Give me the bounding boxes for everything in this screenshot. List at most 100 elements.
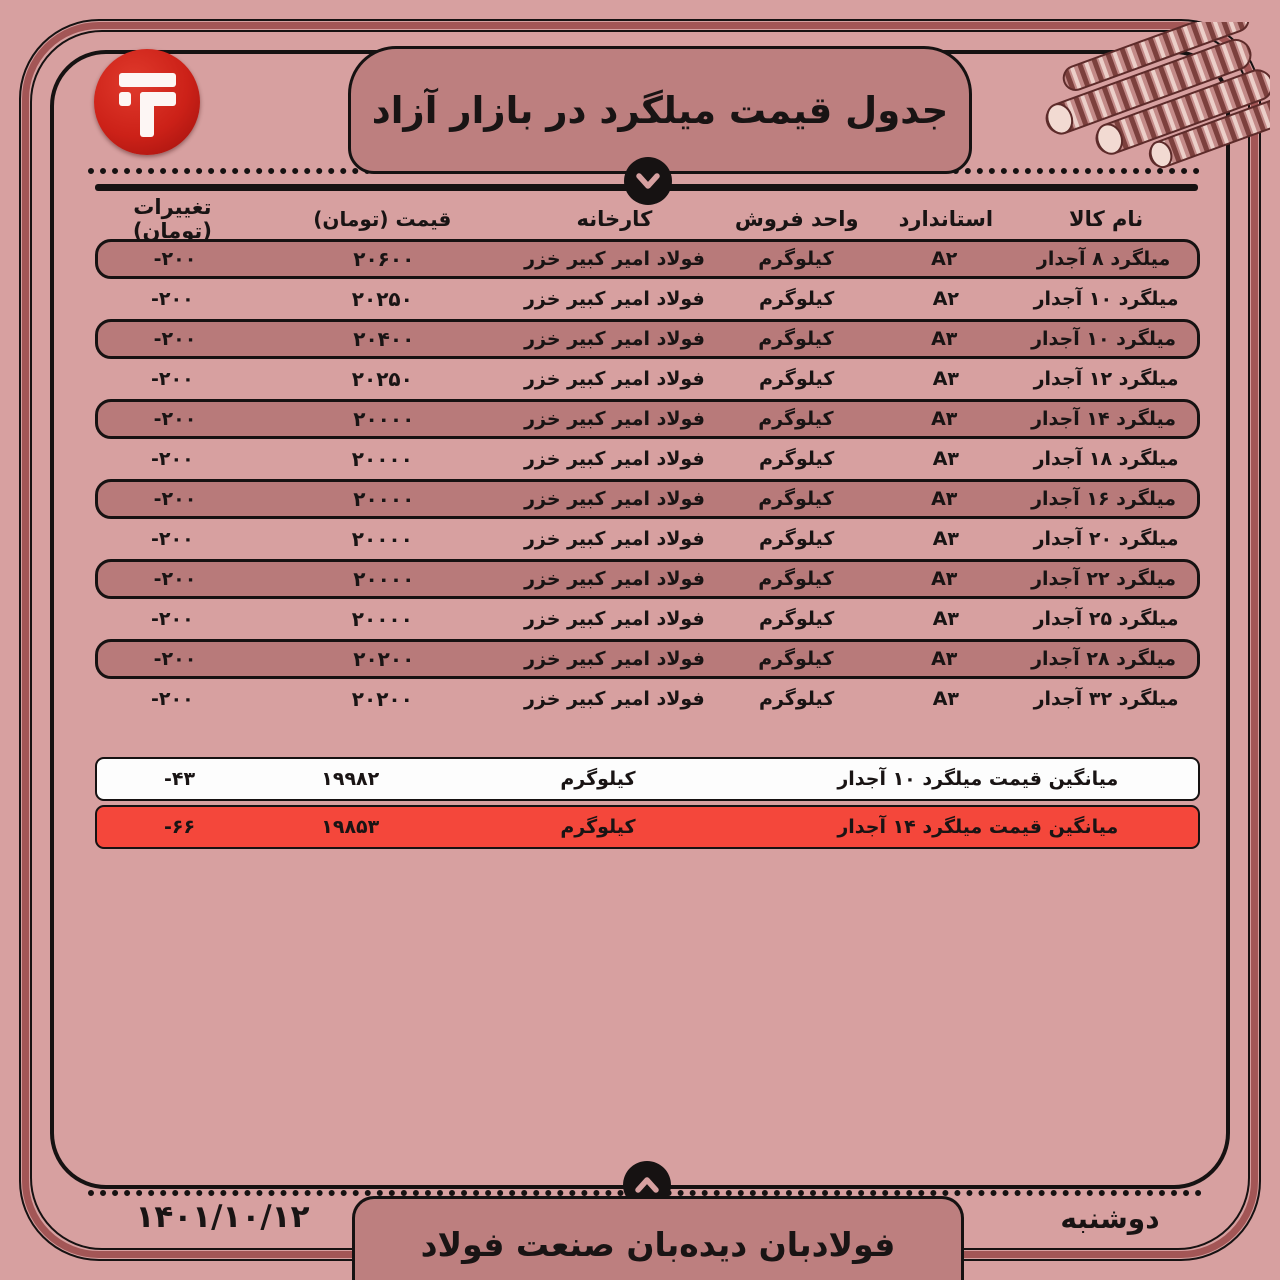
cell-name: میلگرد ۸ آجدار <box>1036 248 1171 270</box>
cell-factory: فولاد امیر کبیر خزر <box>523 448 705 470</box>
cell-name: میلگرد ۱۲ آجدار <box>1033 368 1179 390</box>
summary-cell-price: ۱۹۹۸۲ <box>321 768 380 790</box>
cell-change: -۲۰۰ <box>151 608 194 630</box>
cell-change: -۲۰۰ <box>151 448 194 470</box>
cell-price: ۲۰۰۰۰ <box>351 527 413 551</box>
summary-cell-unit: کیلوگرم <box>560 816 636 838</box>
cell-factory: فولاد امیر کبیر خزر <box>524 248 705 270</box>
cell-name: میلگرد ۱۶ آجدار <box>1031 488 1177 510</box>
cell-price: ۲۰۰۰۰ <box>353 487 415 511</box>
cell-name: میلگرد ۲۲ آجدار <box>1031 568 1177 590</box>
cell-factory: فولاد امیر کبیر خزر <box>524 328 705 350</box>
cell-name: میلگرد ۱۰ آجدار <box>1031 328 1177 350</box>
column-header: واحد فروش <box>734 207 859 231</box>
cell-factory: فولاد امیر کبیر خزر <box>524 568 705 590</box>
cell-unit: کیلوگرم <box>759 608 835 630</box>
cell-factory: فولاد امیر کبیر خزر <box>523 368 705 390</box>
summary-cell-unit: کیلوگرم <box>560 768 636 790</box>
column-header: قیمت (تومان) <box>313 207 452 231</box>
table-row: میلگرد ۳۲ آجدار A۳ کیلوگرم فولاد امیر کبیر … <box>95 679 1200 719</box>
table-row: میلگرد ۲۵ آجدار A۳ کیلوگرم فولاد امیر کبیر … <box>95 599 1200 639</box>
column-header: کارخانه <box>576 207 653 231</box>
cell-change: -۲۰۰ <box>151 288 194 310</box>
table-row: میلگرد ۱۶ آجدار A۳ کیلوگرم فولاد امیر کبیر … <box>95 479 1200 519</box>
table-row: میلگرد ۲۲ آجدار A۳ کیلوگرم فولاد امیر کبیر … <box>95 559 1200 599</box>
cell-change: -۲۰۰ <box>153 648 197 670</box>
table-row: میلگرد ۱۰ آجدار A۳ کیلوگرم فولاد امیر کبیر … <box>95 319 1200 359</box>
cell-unit: کیلوگرم <box>759 448 835 470</box>
cell-standard: A۳ <box>932 528 960 550</box>
footer-date: ۱۴۰۱/۱۰/۱۲ <box>135 1199 310 1235</box>
cell-name: میلگرد ۲۵ آجدار <box>1033 608 1179 630</box>
cell-change: -۲۰۰ <box>151 688 194 710</box>
cell-price: ۲۰۶۰۰ <box>353 247 415 271</box>
rebar-bars-icon <box>1040 6 1280 172</box>
cell-price: ۲۰۰۰۰ <box>351 607 413 631</box>
cell-price: ۲۰۲۰۰ <box>351 687 413 711</box>
cell-price: ۲۰۲۵۰ <box>351 287 413 311</box>
cell-standard: A۲ <box>932 288 960 310</box>
cell-price: ۲۰۲۵۰ <box>351 367 413 391</box>
table-header-row: نام کالا استاندارد واحد فروش کارخانه قیمت (ت… <box>95 195 1200 243</box>
cell-standard: A۳ <box>931 328 958 350</box>
cell-factory: فولاد امیر کبیر خزر <box>524 648 705 670</box>
cell-name: میلگرد ۲۰ آجدار <box>1033 528 1179 550</box>
cell-unit: کیلوگرم <box>759 528 835 550</box>
cell-price: ۲۰۰۰۰ <box>353 567 415 591</box>
cell-change: -۲۰۰ <box>153 488 197 510</box>
footer-brand-box: فولادبان دیده‌بان صنعت فولاد <box>352 1196 964 1280</box>
cell-standard: A۳ <box>931 408 958 430</box>
cell-standard: A۳ <box>931 648 958 670</box>
cell-unit: کیلوگرم <box>758 408 834 430</box>
cell-factory: فولاد امیر کبیر خزر <box>524 408 705 430</box>
cell-unit: کیلوگرم <box>758 568 834 590</box>
footer-brand: فولادبان دیده‌بان صنعت فولاد <box>420 1224 896 1264</box>
table-row: میلگرد ۸ آجدار A۲ کیلوگرم فولاد امیر کبیر خ… <box>95 239 1200 279</box>
cell-unit: کیلوگرم <box>758 488 834 510</box>
footer-weekday: دوشنبه <box>1060 1202 1160 1235</box>
cell-factory: فولاد امیر کبیر خزر <box>523 688 705 710</box>
cell-price: ۲۰۲۰۰ <box>353 647 415 671</box>
cell-unit: کیلوگرم <box>759 288 835 310</box>
cell-name: میلگرد ۱۸ آجدار <box>1033 448 1179 470</box>
table-row: میلگرد ۱۰ آجدار A۲ کیلوگرم فولاد امیر کبیر … <box>95 279 1200 319</box>
cell-change: -۲۰۰ <box>151 368 194 390</box>
cell-standard: A۳ <box>932 368 960 390</box>
cell-price: ۲۰۰۰۰ <box>351 447 413 471</box>
table-body: میلگرد ۸ آجدار A۲ کیلوگرم فولاد امیر کبیر خ… <box>95 239 1200 719</box>
cell-change: -۲۰۰ <box>151 528 194 550</box>
cell-unit: کیلوگرم <box>758 648 834 670</box>
cell-factory: فولاد امیر کبیر خزر <box>524 488 705 510</box>
cell-price: ۲۰۰۰۰ <box>353 407 415 431</box>
column-header: نام کالا <box>1068 207 1144 231</box>
cell-price: ۲۰۴۰۰ <box>353 327 415 351</box>
cell-unit: کیلوگرم <box>758 248 834 270</box>
table-row: میلگرد ۱۴ آجدار A۳ کیلوگرم فولاد امیر کبیر … <box>95 399 1200 439</box>
cell-name: میلگرد ۱۰ آجدار <box>1033 288 1179 310</box>
table-row: میلگرد ۱۲ آجدار A۳ کیلوگرم فولاد امیر کبیر … <box>95 359 1200 399</box>
cell-change: -۲۰۰ <box>153 568 197 590</box>
summary-row-red: میانگین قیمت میلگرد ۱۴ آجدار کیلوگرم ۱۹۸۵۳… <box>95 805 1200 849</box>
cell-unit: کیلوگرم <box>758 328 834 350</box>
cell-unit: کیلوگرم <box>759 368 835 390</box>
title-box: جدول قیمت میلگرد در بازار آزاد <box>348 46 972 174</box>
cell-name: میلگرد ۲۸ آجدار <box>1031 648 1177 670</box>
cell-standard: A۳ <box>932 608 960 630</box>
column-header: تغییرات (تومان) <box>132 195 212 243</box>
cell-factory: فولاد امیر کبیر خزر <box>523 288 705 310</box>
cell-name: میلگرد ۱۴ آجدار <box>1031 408 1177 430</box>
cell-standard: A۳ <box>931 488 958 510</box>
cell-change: -۲۰۰ <box>153 408 197 430</box>
cell-standard: A۲ <box>931 248 958 270</box>
summary-cell-price: ۱۹۸۵۳ <box>321 816 380 838</box>
table-row: میلگرد ۱۸ آجدار A۳ کیلوگرم فولاد امیر کبیر … <box>95 439 1200 479</box>
cell-change: -۲۰۰ <box>153 248 197 270</box>
table-row: میلگرد ۲۰ آجدار A۳ کیلوگرم فولاد امیر کبیر … <box>95 519 1200 559</box>
cell-factory: فولاد امیر کبیر خزر <box>523 528 705 550</box>
summary-cell-change: -۶۶ <box>164 816 196 838</box>
chevron-down-icon <box>624 157 672 205</box>
cell-standard: A۳ <box>931 568 958 590</box>
summary-cell-name: میانگین قیمت میلگرد ۱۴ آجدار <box>837 816 1119 838</box>
cell-change: -۲۰۰ <box>153 328 197 350</box>
